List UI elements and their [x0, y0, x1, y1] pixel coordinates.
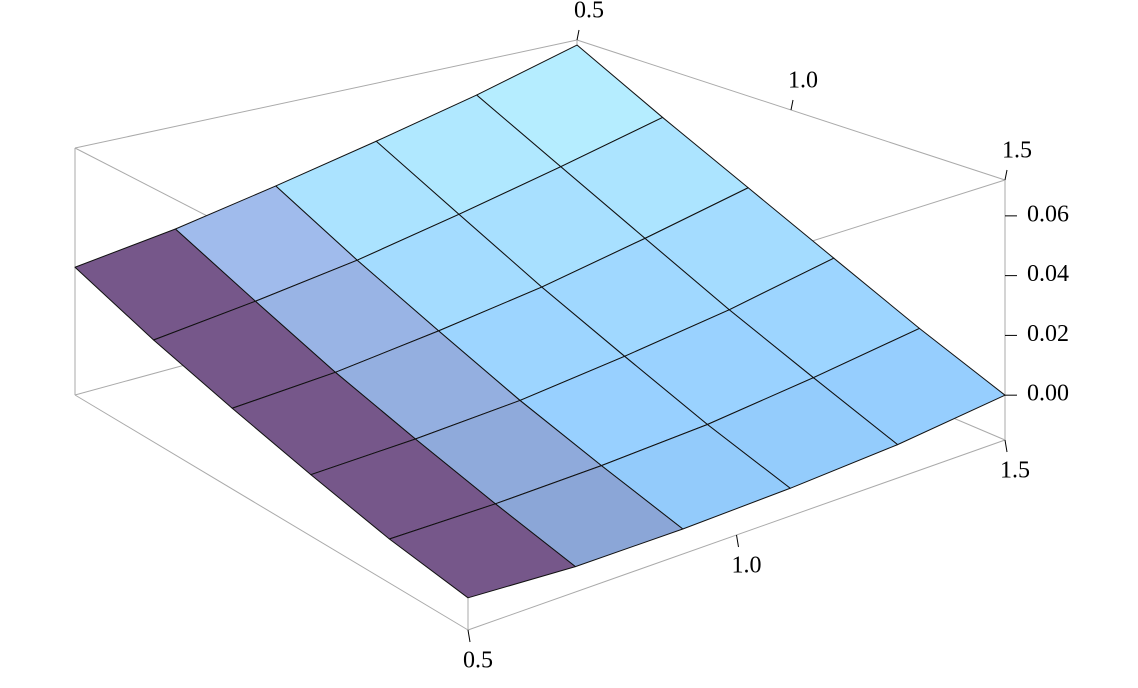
z-tick-label: 0.06 — [1027, 201, 1069, 227]
z-tick-label: 0.04 — [1027, 261, 1069, 287]
x-tick — [736, 534, 739, 548]
x-tick-label: 1.5 — [1000, 458, 1030, 484]
y-tick-label: 0.5 — [574, 0, 604, 24]
y-tick — [790, 99, 794, 111]
x-tick — [467, 629, 471, 643]
box-edge — [74, 39, 578, 149]
y-tick — [576, 29, 580, 41]
x-tick-label: 0.5 — [463, 648, 493, 674]
y-tick-label: 1.5 — [1002, 138, 1032, 164]
x-tick-label: 1.0 — [732, 553, 762, 579]
surface-patch — [388, 503, 576, 599]
y-tick-label: 1.0 — [788, 68, 818, 94]
box-edge — [74, 394, 469, 631]
x-tick — [1004, 439, 1008, 453]
z-tick-label: 0.00 — [1027, 381, 1069, 407]
z-tick-label: 0.02 — [1027, 321, 1069, 347]
y-tick — [1004, 169, 1008, 181]
